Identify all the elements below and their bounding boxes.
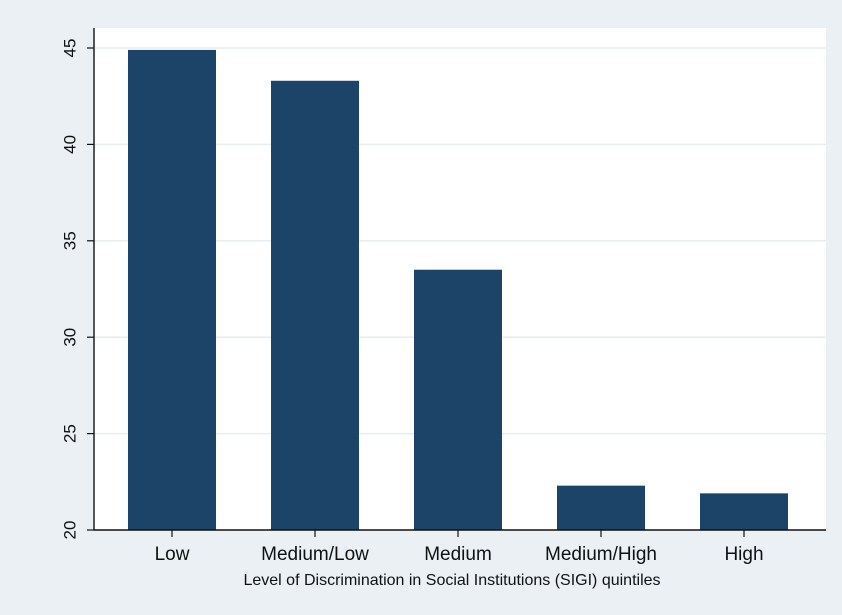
y-tick-label: 30 <box>61 328 80 347</box>
y-tick-label: 25 <box>61 424 80 443</box>
bar-medium <box>414 269 502 530</box>
bar-high <box>700 493 788 530</box>
bar-medium-high <box>557 485 645 530</box>
x-axis-label: Level of Discrimination in Social Instit… <box>243 572 660 589</box>
x-tick-label: High <box>724 544 763 565</box>
y-tick-label: 40 <box>61 135 80 154</box>
y-axis-ticks: 20 25 30 35 40 45 <box>61 39 94 540</box>
bar-medium-low <box>271 80 359 530</box>
x-tick-label: Medium <box>424 544 492 565</box>
y-tick-label: 20 <box>61 521 80 540</box>
bar-low <box>128 49 216 530</box>
y-tick-label: 45 <box>61 39 80 58</box>
x-tick-label: Low <box>155 544 190 565</box>
x-tick-label: Medium/High <box>545 544 657 565</box>
bars <box>128 49 788 530</box>
y-tick-label: 35 <box>61 231 80 250</box>
x-axis-ticks: Low Medium/Low Medium Medium/High High <box>155 530 764 565</box>
x-tick-label: Medium/Low <box>261 544 369 565</box>
